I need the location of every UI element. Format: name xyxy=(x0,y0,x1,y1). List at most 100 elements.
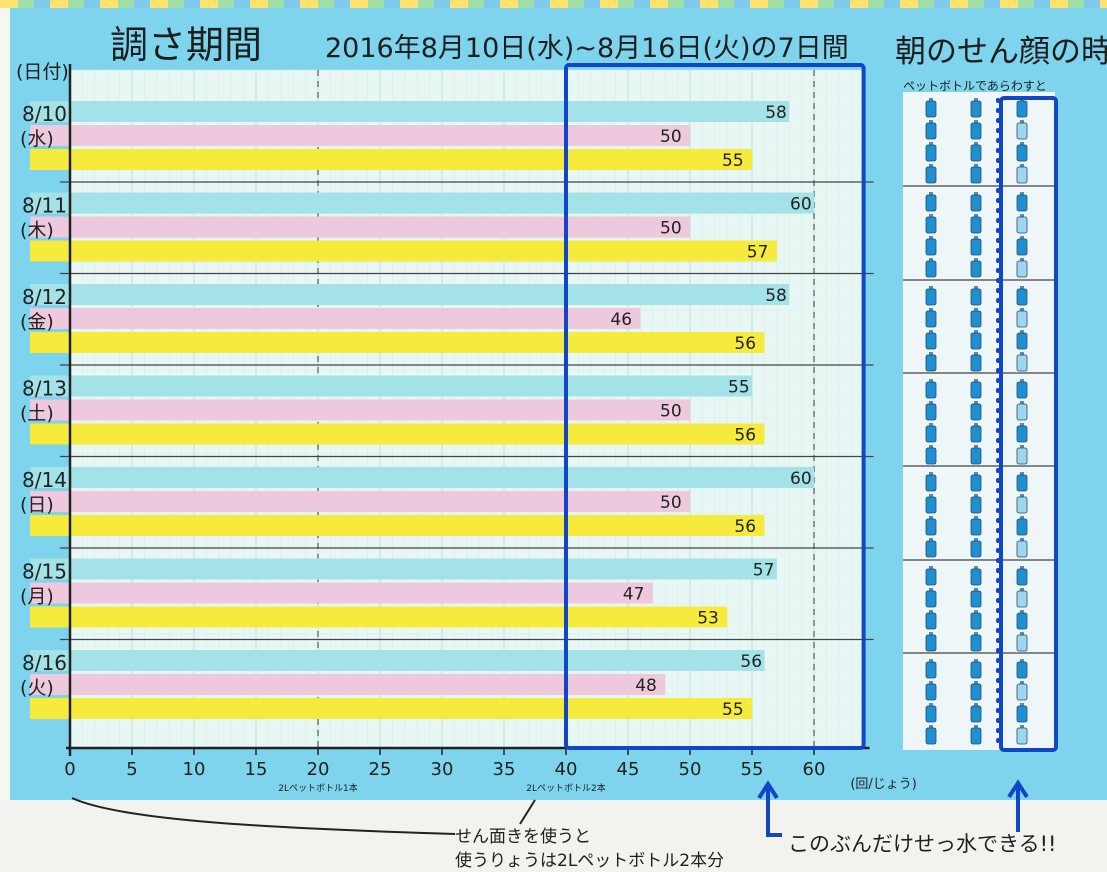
x-tick-label: 5 xyxy=(126,759,137,780)
date-label: 8/10 xyxy=(22,102,67,126)
bottle-icon xyxy=(925,447,937,465)
bottle-icon-cap xyxy=(929,236,933,239)
bottle-icon-cap xyxy=(974,214,978,217)
x-tick-label: 50 xyxy=(679,759,702,780)
bottle-icon xyxy=(970,705,982,723)
bottle-icon xyxy=(970,727,982,745)
bottle-icon xyxy=(1016,683,1028,701)
decorative-border xyxy=(0,0,1107,8)
bottle-icon xyxy=(970,144,982,162)
bottle-icon xyxy=(970,590,982,608)
bottle-1-label: 2Lペットボトル1本 xyxy=(278,782,357,794)
bottle-icon-cap xyxy=(1020,610,1024,613)
bottle-icon-cap xyxy=(929,588,933,591)
x-tick-label: 35 xyxy=(493,759,516,780)
date-label: 8/13 xyxy=(22,377,67,401)
bar xyxy=(30,558,777,580)
bottle-icon xyxy=(970,447,982,465)
bottle-icon-cap xyxy=(974,588,978,591)
bottle-icon xyxy=(1016,122,1028,140)
bottle-icon-cap xyxy=(929,401,933,404)
bottle-icon xyxy=(970,238,982,256)
bottle-icon-cap xyxy=(1020,445,1024,448)
bar xyxy=(30,332,765,353)
weekday-label: (金) xyxy=(20,311,54,333)
x-tick-label: 20 xyxy=(307,759,330,780)
bottle-icon xyxy=(925,634,937,652)
bottle-icon-cap xyxy=(929,142,933,145)
bottle-icon-cap xyxy=(929,423,933,426)
bottle-icon-cap xyxy=(929,494,933,497)
bottle-icon xyxy=(970,260,982,278)
data-label: 58 xyxy=(765,286,787,306)
bottle-icon xyxy=(970,122,982,140)
bottle-icon-cap xyxy=(1020,286,1024,289)
weekday-label: (土) xyxy=(20,403,54,425)
bottle-icon-cap xyxy=(1020,142,1024,145)
bottle-icon xyxy=(925,122,937,140)
bottle-icon xyxy=(925,683,937,701)
bottle-icon-cap xyxy=(974,308,978,311)
survey-period: 2016年8月10日(水)~8月16日(火)の7日間 xyxy=(325,33,849,64)
bar xyxy=(30,491,690,512)
bar xyxy=(30,216,690,238)
bottle-icon xyxy=(970,381,982,399)
bar xyxy=(30,375,752,397)
bottle-icon xyxy=(925,332,937,350)
bottle-icon-cap xyxy=(1020,681,1024,684)
bottle-icon-cap xyxy=(929,703,933,706)
bottle-icon xyxy=(970,332,982,350)
chart-title: 調さ期間 xyxy=(110,23,263,67)
bottle-icon xyxy=(1016,238,1028,256)
bottle-icon xyxy=(970,310,982,328)
bottle-icon-cap xyxy=(974,516,978,519)
bottle-icon-cap xyxy=(974,192,978,195)
bottle-icon xyxy=(970,518,982,536)
bottle-icon xyxy=(970,540,982,558)
bottle-icon xyxy=(925,216,937,234)
bottle-icon-cap xyxy=(1020,401,1024,404)
bottle-highlight-frame xyxy=(999,96,1058,752)
bottle-panel-heading: 朝のせん顔の時 xyxy=(895,34,1107,70)
bottle-icon-cap xyxy=(974,120,978,123)
bottle-icon-cap xyxy=(974,379,978,382)
bottle-icon xyxy=(925,288,937,306)
bar xyxy=(30,192,814,214)
bottle-icon xyxy=(970,403,982,421)
data-label: 50 xyxy=(660,402,682,422)
bottle-icon xyxy=(1016,496,1028,514)
bottle-icon-cap xyxy=(1020,330,1024,333)
bottle-icon-cap xyxy=(974,566,978,569)
bar xyxy=(30,674,666,695)
bottle-icon-cap xyxy=(974,423,978,426)
bottle-icon-cap xyxy=(1020,703,1024,706)
bottle-icon-cap xyxy=(974,236,978,239)
bar xyxy=(30,467,814,488)
bottle-icon-cap xyxy=(1020,164,1024,167)
bottle-icon xyxy=(970,194,982,212)
bottle-icon xyxy=(925,100,937,118)
bottle-panel-title: ペットボトルであらわすと xyxy=(903,79,1047,93)
date-label: 8/16 xyxy=(22,651,67,675)
bottle-icon-cap xyxy=(929,538,933,541)
savings-highlight-frame xyxy=(564,63,866,750)
data-label: 56 xyxy=(734,426,756,446)
bottle-icon xyxy=(925,194,937,212)
bottle-icon xyxy=(970,612,982,630)
bar xyxy=(30,650,765,671)
bottle-icon-cap xyxy=(974,258,978,261)
data-label: 60 xyxy=(790,195,812,215)
bottle-icon xyxy=(1016,634,1028,652)
bottle-icon-cap xyxy=(974,164,978,167)
bottle-icon-cap xyxy=(1020,659,1024,662)
bottle-icon-cap xyxy=(974,445,978,448)
bottle-icon-cap xyxy=(929,98,933,101)
bottle-icon xyxy=(925,381,937,399)
data-label: 50 xyxy=(660,219,682,239)
data-label: 56 xyxy=(734,517,756,537)
savings-arrowhead xyxy=(757,780,779,800)
bar xyxy=(30,399,690,421)
bottle-icon xyxy=(925,238,937,256)
bar xyxy=(30,515,765,536)
weekday-label: (水) xyxy=(20,128,54,150)
